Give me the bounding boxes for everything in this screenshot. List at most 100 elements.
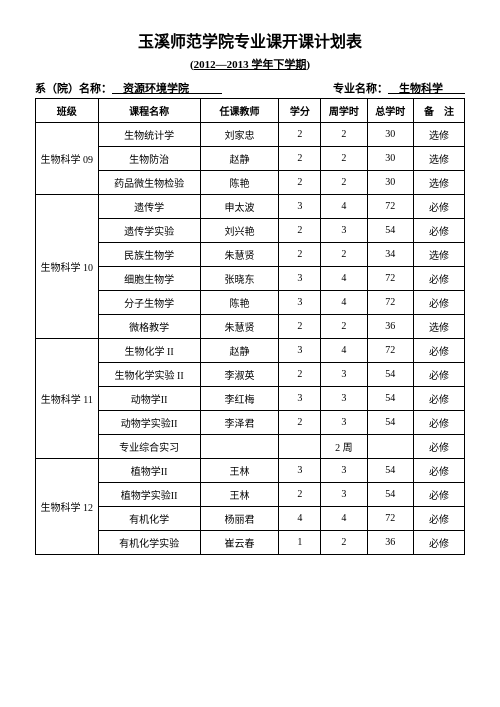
- cell-week: 3: [321, 459, 367, 483]
- table-row: 生物科学 12植物学II王林3354必修: [36, 459, 465, 483]
- cell-week: 2: [321, 171, 367, 195]
- th-class: 班级: [36, 99, 99, 123]
- cell-note: 必修: [413, 459, 464, 483]
- cell-credit: 2: [279, 219, 321, 243]
- cell-total: 34: [367, 243, 413, 267]
- header-row: 班级 课程名称 任课教师 学分 周学时 总学时 备 注: [36, 99, 465, 123]
- subtitle-suffix: ): [306, 59, 310, 71]
- cell-course: 植物学II: [98, 459, 200, 483]
- cell-note: 必修: [413, 363, 464, 387]
- cell-course: 生物统计学: [98, 123, 200, 147]
- cell-note: 选修: [413, 123, 464, 147]
- cell-note: 选修: [413, 243, 464, 267]
- cell-course: 微格教学: [98, 315, 200, 339]
- cell-total: 54: [367, 483, 413, 507]
- cell-credit: 2: [279, 243, 321, 267]
- cell-credit: 3: [279, 291, 321, 315]
- cell-credit: 2: [279, 171, 321, 195]
- cell-course: 生物化学 II: [98, 339, 200, 363]
- cell-credit: 3: [279, 339, 321, 363]
- cell-credit: 4: [279, 507, 321, 531]
- cell-course: 动物学II: [98, 387, 200, 411]
- cell-week: 3: [321, 411, 367, 435]
- cell-note: 选修: [413, 315, 464, 339]
- cell-class: 生物科学 12: [36, 459, 99, 555]
- cell-total: 54: [367, 459, 413, 483]
- cell-course: 民族生物学: [98, 243, 200, 267]
- cell-credit: 2: [279, 411, 321, 435]
- cell-course: 植物学实验II: [98, 483, 200, 507]
- cell-total: 54: [367, 387, 413, 411]
- dept-label: 系（院）名称：: [35, 83, 112, 95]
- dept-field: 系（院）名称： 资源环境学院: [35, 80, 222, 96]
- page-subtitle: (2012—2013 学年下学期): [35, 56, 465, 72]
- cell-teacher: 崔云春: [200, 531, 279, 555]
- cell-course: 生物防治: [98, 147, 200, 171]
- cell-week: 4: [321, 291, 367, 315]
- table-row: 民族生物学朱慧贤2234选修: [36, 243, 465, 267]
- table-row: 植物学实验II王林2354必修: [36, 483, 465, 507]
- cell-teacher: 刘家忠: [200, 123, 279, 147]
- table-row: 生物科学 10遗传学申太波3472必修: [36, 195, 465, 219]
- cell-total: [367, 435, 413, 459]
- cell-week: 2 周: [321, 435, 367, 459]
- table-row: 生物科学 11生物化学 II赵静3472必修: [36, 339, 465, 363]
- table-row: 生物科学 09生物统计学刘家忠2230选修: [36, 123, 465, 147]
- table-row: 遗传学实验刘兴艳2354必修: [36, 219, 465, 243]
- cell-course: 有机化学实验: [98, 531, 200, 555]
- cell-total: 72: [367, 291, 413, 315]
- cell-note: 必修: [413, 387, 464, 411]
- cell-week: 4: [321, 267, 367, 291]
- table-row: 细胞生物学张晓东3472必修: [36, 267, 465, 291]
- cell-week: 2: [321, 531, 367, 555]
- cell-total: 54: [367, 219, 413, 243]
- cell-credit: 2: [279, 363, 321, 387]
- cell-teacher: 赵静: [200, 147, 279, 171]
- cell-credit: [279, 435, 321, 459]
- cell-week: 2: [321, 315, 367, 339]
- cell-credit: 3: [279, 195, 321, 219]
- table-row: 有机化学实验崔云春1236必修: [36, 531, 465, 555]
- table-row: 专业综合实习2 周必修: [36, 435, 465, 459]
- cell-note: 选修: [413, 171, 464, 195]
- subtitle-main: 2012—2013 学年下学期: [194, 59, 307, 71]
- cell-total: 54: [367, 411, 413, 435]
- cell-teacher: 李淑英: [200, 363, 279, 387]
- course-table: 班级 课程名称 任课教师 学分 周学时 总学时 备 注 生物科学 09生物统计学…: [35, 98, 465, 555]
- table-row: 有机化学杨丽君4472必修: [36, 507, 465, 531]
- cell-teacher: 李红梅: [200, 387, 279, 411]
- cell-total: 30: [367, 171, 413, 195]
- dept-value: 资源环境学院: [112, 80, 222, 96]
- cell-week: 3: [321, 363, 367, 387]
- table-row: 生物化学实验 II李淑英2354必修: [36, 363, 465, 387]
- cell-total: 36: [367, 315, 413, 339]
- table-row: 分子生物学陈艳3472必修: [36, 291, 465, 315]
- cell-total: 36: [367, 531, 413, 555]
- cell-week: 2: [321, 123, 367, 147]
- cell-credit: 2: [279, 123, 321, 147]
- cell-total: 72: [367, 507, 413, 531]
- cell-teacher: [200, 435, 279, 459]
- cell-course: 分子生物学: [98, 291, 200, 315]
- cell-total: 72: [367, 267, 413, 291]
- cell-class: 生物科学 10: [36, 195, 99, 339]
- cell-credit: 2: [279, 483, 321, 507]
- cell-note: 必修: [413, 339, 464, 363]
- cell-course: 有机化学: [98, 507, 200, 531]
- cell-teacher: 朱慧贤: [200, 315, 279, 339]
- cell-teacher: 陈艳: [200, 171, 279, 195]
- major-value: 生物科学: [388, 80, 465, 96]
- cell-credit: 1: [279, 531, 321, 555]
- cell-note: 必修: [413, 411, 464, 435]
- table-row: 微格教学朱慧贤2236选修: [36, 315, 465, 339]
- cell-note: 必修: [413, 531, 464, 555]
- major-field: 专业名称： 生物科学: [333, 80, 465, 96]
- page-title: 玉溪师范学院专业课开课计划表: [35, 28, 465, 52]
- th-total: 总学时: [367, 99, 413, 123]
- cell-class: 生物科学 09: [36, 123, 99, 195]
- cell-note: 必修: [413, 507, 464, 531]
- cell-week: 3: [321, 387, 367, 411]
- cell-course: 生物化学实验 II: [98, 363, 200, 387]
- cell-total: 72: [367, 339, 413, 363]
- cell-week: 3: [321, 483, 367, 507]
